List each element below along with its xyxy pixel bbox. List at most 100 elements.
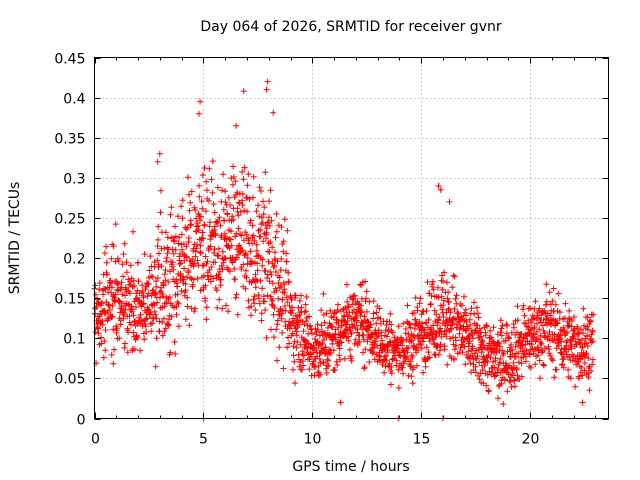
data-point [338, 339, 345, 346]
data-point [587, 318, 594, 325]
data-point [137, 347, 144, 354]
data-point [366, 324, 373, 331]
data-point [566, 307, 573, 314]
data-point [253, 247, 260, 254]
data-point [217, 276, 224, 283]
data-point [162, 325, 169, 332]
data-point [215, 245, 222, 252]
data-point [276, 311, 283, 318]
data-point [574, 325, 581, 332]
data-point [227, 236, 234, 243]
data-point [384, 349, 391, 356]
data-point [213, 287, 220, 294]
data-point [565, 346, 572, 353]
data-point [172, 350, 179, 357]
data-point [558, 338, 565, 345]
data-point [439, 286, 446, 293]
data-point [358, 302, 364, 309]
data-point [302, 301, 309, 308]
data-point [222, 199, 229, 205]
data-point [367, 334, 374, 341]
data-point [154, 299, 161, 306]
data-point [450, 315, 457, 322]
data-point [370, 310, 377, 317]
data-point [170, 234, 176, 241]
data-point [265, 240, 272, 247]
data-point [290, 352, 297, 359]
data-point [427, 338, 433, 345]
data-point [163, 254, 170, 261]
data-point [399, 364, 406, 371]
data-point [179, 215, 186, 222]
data-point [583, 350, 590, 357]
data-point [500, 401, 507, 408]
data-point [360, 349, 366, 356]
data-point [300, 328, 307, 335]
data-point [273, 210, 280, 217]
data-point [319, 340, 326, 347]
data-point [234, 311, 241, 318]
data-point [140, 294, 147, 301]
data-point [525, 324, 532, 331]
data-point [318, 307, 325, 314]
data-point [408, 373, 415, 380]
data-point [259, 256, 266, 263]
data-point [101, 338, 108, 345]
data-point [453, 292, 460, 299]
data-point [435, 351, 442, 358]
data-point [504, 322, 511, 329]
data-point [109, 302, 116, 309]
data-point [580, 330, 586, 336]
data-point [182, 287, 189, 294]
data-point [343, 321, 350, 328]
data-point [317, 371, 324, 378]
data-point [255, 292, 262, 298]
data-point [575, 336, 582, 343]
data-point [153, 315, 160, 322]
data-point [236, 242, 243, 249]
data-point [161, 328, 168, 335]
data-point [144, 293, 151, 300]
data-point [201, 221, 208, 228]
data-point [465, 325, 472, 332]
data-point [243, 274, 250, 281]
data-point [471, 299, 477, 306]
data-point [334, 301, 341, 308]
data-point [158, 263, 165, 270]
data-point [457, 322, 464, 329]
data-point [377, 315, 384, 322]
data-point [412, 316, 419, 323]
data-point [463, 312, 469, 319]
data-point [305, 330, 312, 337]
data-point [372, 338, 379, 345]
data-point [147, 320, 154, 327]
data-point [149, 274, 156, 280]
data-point [585, 326, 591, 333]
data-point [125, 329, 132, 336]
data-point [172, 233, 179, 240]
data-point [324, 362, 330, 369]
data-point [260, 238, 267, 245]
data-point [384, 333, 391, 340]
data-point [420, 335, 427, 342]
data-point [440, 278, 447, 285]
data-point [518, 373, 525, 380]
data-point [193, 245, 200, 252]
data-point [240, 176, 247, 183]
data-point [186, 322, 193, 329]
data-point [285, 269, 292, 276]
data-point [108, 314, 115, 321]
data-point [285, 279, 292, 286]
data-point [536, 326, 543, 333]
data-point [474, 353, 481, 359]
data-point [358, 282, 365, 289]
data-point [123, 259, 130, 266]
data-point [553, 319, 560, 326]
data-point [116, 299, 123, 306]
data-point [118, 305, 125, 311]
data-point [429, 283, 436, 290]
data-point [497, 317, 504, 324]
data-point [388, 321, 395, 328]
data-point [514, 372, 521, 379]
data-point [196, 182, 203, 189]
